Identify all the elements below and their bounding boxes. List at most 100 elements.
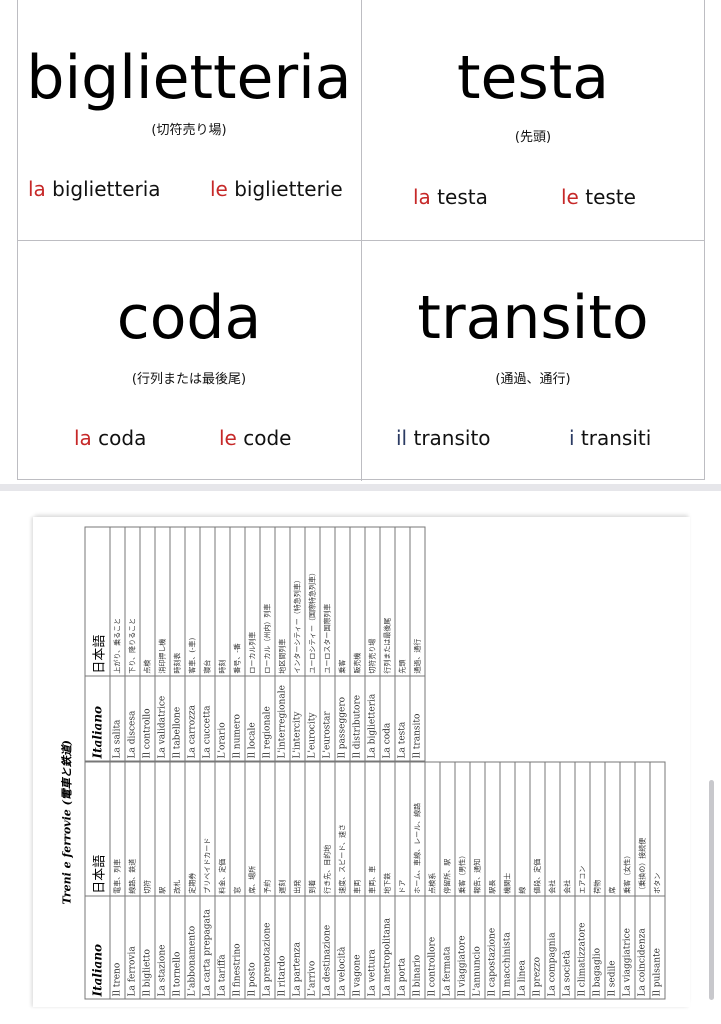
table-row: Il bagaglio 荷物: [590, 762, 605, 999]
table-row: L'eurocity ユーロシティー（国際特急列車）: [305, 527, 320, 761]
table-row: La metropolitana 地下鉄: [380, 762, 395, 999]
card-meaning: (切符売り場): [151, 123, 227, 138]
header-japanese: 日本語: [85, 762, 110, 897]
flashcard-panel: biglietteria (切符売り場) la biglietteria le …: [0, 0, 721, 484]
card-singular: la biglietteria: [28, 177, 161, 201]
card-meaning: (通過、通行): [495, 372, 571, 387]
italian-cell: La linea: [515, 896, 530, 999]
header-row: Italiano 日本語: [85, 527, 110, 761]
japanese-cell: ローカル（州内）列車: [260, 527, 275, 677]
italian-cell: La ferrovia: [125, 896, 140, 999]
japanese-cell: 値段、定価: [530, 762, 545, 897]
table-row: La viaggiatrice 乗客（女性）: [620, 762, 635, 999]
noun: code: [243, 426, 292, 450]
table-row: Il climatizzatore エアコン: [575, 762, 590, 999]
italian-cell: L'arrivo: [305, 896, 320, 999]
noun: coda: [98, 426, 147, 450]
japanese-cell: インターシティー（特急列車）: [290, 527, 305, 677]
header-italian: Italiano: [85, 896, 110, 999]
table-row: L'annuncio 報告、通知: [470, 762, 485, 999]
italian-cell: Il treno: [110, 896, 125, 999]
japanese-cell: 予約: [260, 762, 275, 897]
japanese-cell: 遅刻: [275, 762, 290, 897]
japanese-cell: 行列または最後尾: [380, 527, 395, 677]
article: le: [561, 185, 579, 209]
italian-cell: Il prezzo: [530, 896, 545, 999]
italian-cell: La velocità: [335, 896, 350, 999]
italian-cell: Il distributore: [350, 676, 365, 761]
italian-cell: La carrozza: [185, 676, 200, 761]
italian-cell: La validatrice: [155, 676, 170, 761]
table-row: Il numero 番号、-番: [230, 527, 245, 761]
japanese-cell: ボタン: [650, 762, 665, 897]
document-title: Treni e ferrovie (電車と鉄道): [60, 740, 74, 905]
japanese-cell: 駅長: [485, 762, 500, 897]
japanese-cell: 地下鉄: [380, 762, 395, 897]
japanese-cell: 電車、列車: [110, 762, 125, 897]
card-meaning: (行列または最後尾): [131, 372, 247, 387]
scrollbar[interactable]: [709, 780, 714, 1000]
table-row: La linea 線: [515, 762, 530, 999]
noun: biglietteria: [52, 177, 161, 201]
japanese-cell: 切符: [140, 762, 155, 897]
table-row: L'orario 時刻: [215, 527, 230, 761]
table-row: Il locale ローカル列車: [245, 527, 260, 761]
table-row: L'intercity インターシティー（特急列車）: [290, 527, 305, 761]
card-word: coda: [116, 283, 262, 353]
italian-cell: Il capostazione: [485, 896, 500, 999]
table-row: Il posto 席、場所: [245, 762, 260, 999]
italian-cell: L'interregionale: [275, 676, 290, 761]
italian-cell: Il posto: [245, 896, 260, 999]
italian-cell: Il finestrino: [230, 896, 245, 999]
japanese-cell: プリペイドカード: [200, 762, 215, 897]
japanese-cell: 到着: [305, 762, 320, 897]
card-singular: la coda: [74, 426, 146, 450]
italian-cell: La discesa: [125, 676, 140, 761]
italian-cell: La tariffa: [215, 896, 230, 999]
table-row: La validatrice 消印押し機: [155, 527, 170, 761]
japanese-cell: （乗換の）接続便: [635, 762, 650, 897]
italian-cell: Il controllore: [425, 896, 440, 999]
italian-cell: Il climatizzatore: [575, 896, 590, 999]
italian-cell: L'eurostar: [320, 676, 335, 761]
table-row: Il viaggiatore 乗客（男性）: [455, 762, 470, 999]
table-row: La vettura 車両、車: [365, 762, 380, 999]
card-singular: il transito: [396, 426, 491, 450]
italian-cell: La coincidenza: [635, 896, 650, 999]
italian-cell: Il locale: [245, 676, 260, 761]
noun: biglietterie: [234, 177, 343, 201]
table-row: La testa 先頭: [395, 527, 410, 761]
table-row: La società 会社: [560, 762, 575, 999]
italian-cell: La società: [560, 896, 575, 999]
japanese-cell: 線路、鉄道: [125, 762, 140, 897]
japanese-cell: 点検系: [425, 762, 440, 897]
table-row: La tariffa 料金、定価: [215, 762, 230, 999]
italian-cell: Il binario: [410, 896, 425, 999]
italian-cell: Il numero: [230, 676, 245, 761]
table-row: L'arrivo 到着: [305, 762, 320, 999]
japanese-cell: 消印押し機: [155, 527, 170, 677]
japanese-cell: 時刻表: [170, 527, 185, 677]
table-row: Il treno 電車、列車: [110, 762, 125, 999]
table-row: La velocità 速度、スピード、速さ: [335, 762, 350, 999]
italian-cell: La porta: [395, 896, 410, 999]
table-row: Il biglietto 切符: [140, 762, 155, 999]
table-row: Il tabellone 時刻表: [170, 527, 185, 761]
table-row: La discesa 下り、降りること: [125, 527, 140, 761]
card-singular: la testa: [413, 185, 488, 209]
japanese-cell: 改札: [170, 762, 185, 897]
japanese-cell: 窓: [230, 762, 245, 897]
italian-cell: La viaggiatrice: [620, 896, 635, 999]
card-word: transito: [417, 283, 649, 353]
italian-cell: La prenotazione: [260, 896, 275, 999]
italian-cell: Il tabellone: [170, 676, 185, 761]
table-row: L'eurostar ユーロスター国際列車: [320, 527, 335, 761]
japanese-cell: 会社: [545, 762, 560, 897]
table-row: Il passeggero 乗客: [335, 527, 350, 761]
italian-cell: Il pulsante: [650, 896, 665, 999]
japanese-cell: 料金、定価: [215, 762, 230, 897]
italian-cell: Il regionale: [260, 676, 275, 761]
table-row: La biglietteria 切符売り場: [365, 527, 380, 761]
italian-cell: La carta prepagata: [200, 896, 215, 999]
italian-cell: Il macchinista: [500, 896, 515, 999]
